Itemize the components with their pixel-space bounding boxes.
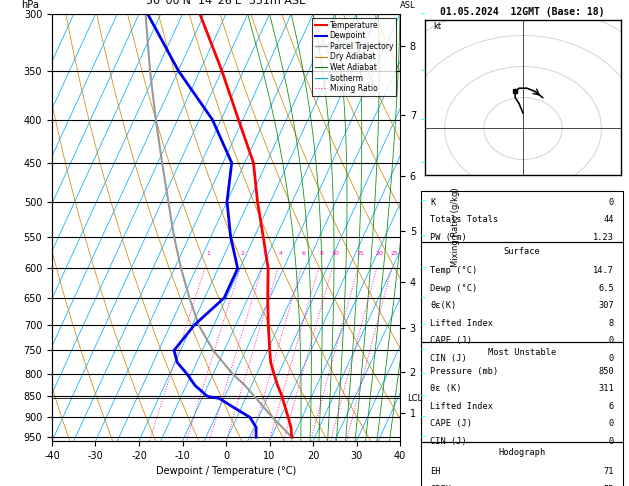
Bar — [421, 342, 623, 442]
Text: Mixing Ratio (g/kg): Mixing Ratio (g/kg) — [450, 188, 460, 267]
Text: Most Unstable: Most Unstable — [488, 348, 556, 357]
Text: 850: 850 — [598, 367, 614, 376]
Legend: Temperature, Dewpoint, Parcel Trajectory, Dry Adiabat, Wet Adiabat, Isotherm, Mi: Temperature, Dewpoint, Parcel Trajectory… — [312, 18, 396, 96]
Text: 8: 8 — [320, 251, 323, 256]
Text: CIN (J): CIN (J) — [430, 437, 467, 446]
Text: EH: EH — [430, 467, 440, 476]
Text: ─: ─ — [420, 347, 424, 353]
Text: 0: 0 — [609, 354, 614, 363]
Text: 71: 71 — [603, 467, 614, 476]
Text: hPa: hPa — [21, 0, 38, 10]
Text: ─: ─ — [420, 434, 424, 440]
Text: ─: ─ — [420, 198, 424, 205]
Text: LCL: LCL — [407, 394, 422, 403]
Text: 0: 0 — [609, 437, 614, 446]
Text: ─: ─ — [420, 371, 424, 377]
Text: 25: 25 — [390, 251, 398, 256]
Text: CAPE (J): CAPE (J) — [430, 419, 472, 429]
Bar — [421, 242, 623, 342]
Text: Temp (°C): Temp (°C) — [430, 266, 477, 276]
Text: Lifted Index: Lifted Index — [430, 402, 493, 411]
Text: ─: ─ — [420, 68, 424, 73]
Text: CIN (J): CIN (J) — [430, 354, 467, 363]
Text: Lifted Index: Lifted Index — [430, 319, 493, 328]
Text: ─: ─ — [420, 322, 424, 328]
Text: ─: ─ — [420, 265, 424, 272]
Text: CAPE (J): CAPE (J) — [430, 336, 472, 346]
Text: Surface: Surface — [504, 247, 540, 257]
Text: 3: 3 — [263, 251, 267, 256]
Text: ─: ─ — [420, 233, 424, 240]
Text: 1.23: 1.23 — [593, 233, 614, 242]
Text: 4: 4 — [279, 251, 282, 256]
Text: Dewp (°C): Dewp (°C) — [430, 284, 477, 293]
Text: ─: ─ — [420, 117, 424, 122]
Text: PW (cm): PW (cm) — [430, 233, 467, 242]
Text: 1: 1 — [206, 251, 209, 256]
Text: 50°00'N  14°26'E  331m ASL: 50°00'N 14°26'E 331m ASL — [147, 0, 306, 6]
Text: θε (K): θε (K) — [430, 384, 462, 394]
Text: 2: 2 — [241, 251, 245, 256]
Text: 6.5: 6.5 — [598, 284, 614, 293]
Text: ─: ─ — [420, 11, 424, 17]
Text: 311: 311 — [598, 384, 614, 394]
Text: ─: ─ — [420, 393, 424, 399]
Text: kt: kt — [433, 22, 441, 31]
Text: Pressure (mb): Pressure (mb) — [430, 367, 498, 376]
Text: 44: 44 — [603, 215, 614, 225]
Bar — [421, 191, 623, 242]
Text: ─: ─ — [420, 160, 424, 166]
X-axis label: Dewpoint / Temperature (°C): Dewpoint / Temperature (°C) — [156, 466, 296, 476]
Text: ─: ─ — [420, 414, 424, 420]
Text: 0: 0 — [609, 198, 614, 207]
Text: 6: 6 — [609, 402, 614, 411]
Text: ─: ─ — [420, 295, 424, 301]
Text: θε(K): θε(K) — [430, 301, 456, 311]
Text: 0: 0 — [609, 419, 614, 429]
Text: 15: 15 — [357, 251, 364, 256]
Text: K: K — [430, 198, 435, 207]
Text: 55: 55 — [603, 485, 614, 486]
Text: 8: 8 — [609, 319, 614, 328]
Text: 307: 307 — [598, 301, 614, 311]
Text: 6: 6 — [302, 251, 306, 256]
Text: 20: 20 — [376, 251, 383, 256]
Text: 01.05.2024  12GMT (Base: 18): 01.05.2024 12GMT (Base: 18) — [440, 7, 604, 17]
Text: SREH: SREH — [430, 485, 451, 486]
Text: 10: 10 — [331, 251, 338, 256]
Text: 14.7: 14.7 — [593, 266, 614, 276]
Bar — [421, 442, 623, 486]
Text: km
ASL: km ASL — [400, 0, 416, 10]
Text: Hodograph: Hodograph — [498, 448, 545, 457]
Text: 0: 0 — [609, 336, 614, 346]
Text: Totals Totals: Totals Totals — [430, 215, 498, 225]
